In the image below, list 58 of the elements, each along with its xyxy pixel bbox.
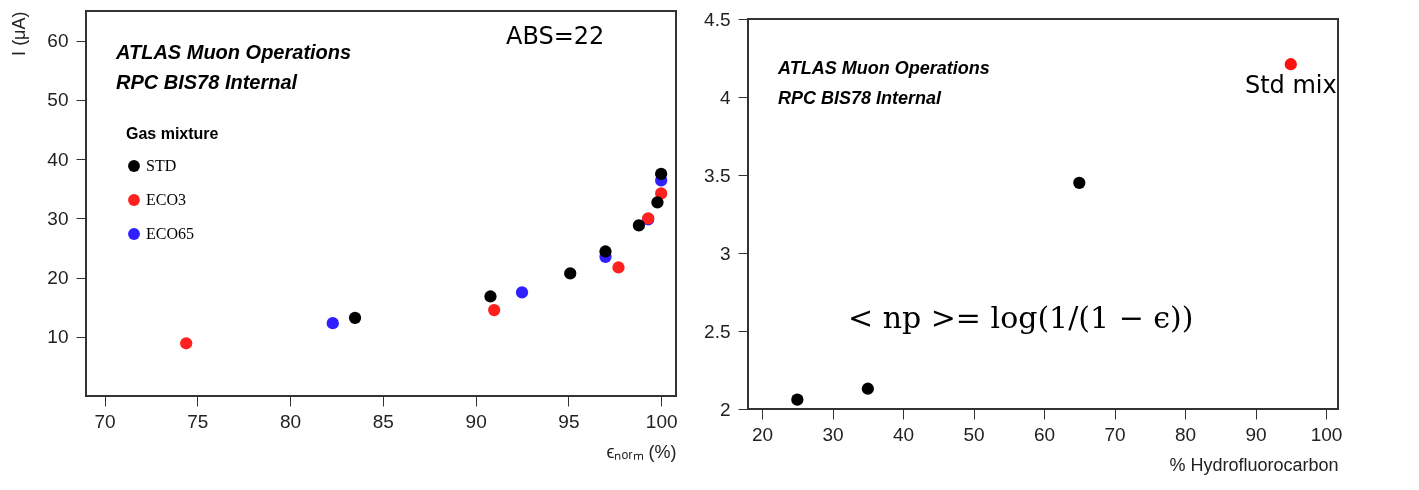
y-tick-label: 10 (47, 326, 69, 348)
annotation: RPC BIS78 Internal (116, 71, 298, 93)
y-tick-label: 2.5 (704, 320, 731, 342)
x-tick-label: 80 (1174, 423, 1197, 445)
point (655, 167, 668, 180)
y-axis-title: I (μA) (9, 11, 30, 56)
x-tick-label: 95 (558, 410, 580, 432)
point (1073, 176, 1086, 189)
y-tick-label: 4 (719, 86, 731, 108)
y-tick-label: 30 (47, 207, 69, 229)
x-tick-label: 70 (94, 410, 116, 432)
x-axis-title: % Hydrofluorocarbon (1169, 454, 1339, 475)
legend-label: STD (146, 157, 177, 174)
point (564, 267, 577, 280)
y-tick-label: 3 (719, 242, 731, 264)
y-tick-label: 60 (47, 30, 69, 52)
legend-label: ECO3 (146, 191, 186, 208)
y-tick-label: 2 (719, 398, 731, 420)
point (632, 219, 646, 232)
x-tick-label: 50 (963, 423, 985, 445)
annotation: ATLAS Muon Operations (115, 41, 352, 63)
y-tick-label: 20 (47, 267, 69, 289)
x-tick-label: 20 (752, 423, 774, 445)
annotation: ATLAS Muon Operations (777, 58, 990, 78)
legend-title: Gas mixture (126, 125, 219, 142)
x-tick-label: 30 (822, 423, 844, 445)
x-tick-label: 75 (187, 410, 209, 432)
annotation: ABS=22 (506, 22, 605, 50)
annotation: < np >= log(1/(1 − ϵ)) (848, 300, 1194, 335)
point (180, 337, 193, 350)
point (651, 196, 664, 209)
annotation: Std mix (1244, 71, 1337, 100)
point (791, 393, 804, 406)
point (348, 311, 362, 324)
x-tick-label: 80 (280, 410, 302, 432)
x-axis-title: ϵₙₒᵣₘ (%) (606, 441, 677, 462)
point (326, 317, 339, 330)
point (515, 286, 529, 299)
y-tick-label: 3.5 (704, 164, 731, 186)
point (1284, 58, 1297, 71)
x-tick-label: 100 (645, 410, 678, 432)
legend-label: ECO65 (146, 225, 194, 242)
x-tick-label: 60 (1033, 423, 1056, 445)
point (484, 290, 497, 303)
point (612, 261, 625, 274)
y-tick-label: 40 (47, 148, 69, 170)
x-tick-label: 90 (465, 410, 487, 432)
x-tick-label: 90 (1245, 423, 1267, 445)
x-tick-label: 40 (893, 423, 915, 445)
y-tick-label: 4.5 (704, 8, 731, 30)
point (861, 382, 874, 395)
y-tick-label: 50 (47, 89, 69, 111)
x-tick-label: 100 (1310, 423, 1343, 445)
point (488, 304, 501, 317)
annotation: RPC BIS78 Internal (778, 88, 943, 108)
x-tick-label: 70 (1104, 423, 1126, 445)
x-tick-label: 85 (372, 410, 394, 432)
point (599, 245, 612, 258)
